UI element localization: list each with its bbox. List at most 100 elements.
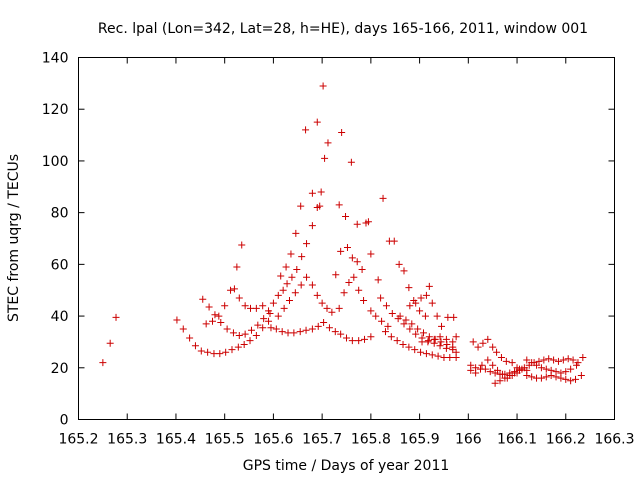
data-point — [215, 312, 223, 320]
data-point — [405, 284, 413, 292]
data-point — [542, 365, 550, 373]
data-point — [179, 325, 187, 333]
data-point — [316, 202, 324, 210]
data-point — [280, 304, 288, 312]
data-point — [202, 320, 210, 328]
data-point — [291, 289, 299, 297]
data-point — [547, 366, 555, 374]
data-point — [577, 372, 585, 380]
data-point — [511, 369, 519, 377]
data-point — [523, 356, 531, 364]
data-point — [481, 365, 489, 373]
x-axis-label: GPS time / Days of year 2011 — [243, 458, 450, 474]
data-points — [99, 82, 587, 387]
data-point — [433, 312, 441, 320]
data-point — [173, 316, 181, 324]
data-point — [567, 365, 575, 373]
data-point — [537, 364, 545, 372]
data-point — [238, 241, 246, 249]
data-point — [324, 139, 332, 147]
data-point — [217, 319, 225, 327]
data-point — [186, 334, 194, 342]
data-point — [425, 282, 433, 290]
data-point — [489, 361, 497, 369]
data-point — [419, 329, 427, 337]
data-point — [442, 335, 450, 343]
data-point — [424, 338, 432, 346]
data-point — [308, 189, 316, 197]
data-point — [502, 357, 510, 365]
data-point — [241, 302, 249, 310]
data-point — [279, 286, 287, 294]
data-point — [405, 343, 413, 351]
x-tick-label: 165.4 — [156, 432, 196, 448]
data-point — [313, 291, 321, 299]
data-point — [374, 276, 382, 284]
data-point — [428, 299, 436, 307]
data-point — [197, 347, 205, 355]
data-point — [434, 352, 442, 360]
data-point — [425, 333, 433, 341]
data-point — [297, 202, 305, 210]
x-tick-label: 165.3 — [107, 432, 147, 448]
x-tick-label: 166.1 — [497, 432, 537, 448]
data-point — [418, 338, 426, 346]
data-point — [422, 291, 430, 299]
data-point — [259, 302, 267, 310]
y-tick-label: 80 — [51, 206, 69, 222]
y-tick-label: 40 — [51, 309, 69, 325]
data-point — [265, 317, 273, 325]
data-point — [469, 338, 477, 346]
data-point — [489, 343, 497, 351]
data-point — [254, 321, 262, 329]
data-point — [235, 331, 243, 339]
data-point — [537, 374, 545, 382]
data-point — [340, 289, 348, 297]
y-tick-label: 100 — [42, 154, 69, 170]
data-point — [535, 357, 543, 365]
data-point — [360, 297, 368, 305]
data-point — [303, 273, 311, 281]
y-tick-label: 120 — [42, 102, 69, 118]
data-point — [361, 335, 369, 343]
data-point — [227, 286, 235, 294]
data-point — [298, 253, 306, 261]
data-point — [320, 319, 328, 327]
data-point — [265, 307, 273, 315]
x-tick-label: 165.8 — [351, 432, 391, 448]
data-point — [567, 377, 575, 385]
data-point — [388, 309, 396, 317]
data-point — [367, 333, 375, 341]
data-point — [314, 322, 322, 330]
data-point — [335, 304, 343, 312]
data-point — [302, 126, 310, 134]
data-point — [252, 304, 260, 312]
data-point — [337, 247, 345, 255]
chart-title: Rec. lpal (Lon=342, Lat=28, h=HE), days … — [98, 21, 588, 37]
data-point — [209, 317, 216, 325]
data-point — [199, 295, 207, 303]
data-point — [440, 353, 448, 361]
data-point — [496, 377, 504, 385]
data-point — [422, 350, 430, 358]
x-tick-label: 165.6 — [253, 432, 293, 448]
data-point — [416, 307, 424, 315]
data-point — [204, 348, 212, 356]
data-point — [313, 118, 321, 126]
data-point — [408, 320, 416, 328]
data-point — [384, 322, 392, 330]
data-point — [417, 348, 425, 356]
data-point — [112, 313, 120, 321]
data-point — [234, 343, 242, 351]
data-point — [348, 337, 356, 345]
data-point — [436, 333, 444, 341]
data-point — [449, 338, 457, 346]
data-point — [452, 348, 460, 356]
data-point — [390, 237, 398, 245]
data-point — [338, 128, 346, 136]
data-point — [372, 312, 380, 320]
data-point — [400, 320, 408, 328]
data-point — [412, 299, 420, 307]
data-point — [438, 322, 446, 330]
